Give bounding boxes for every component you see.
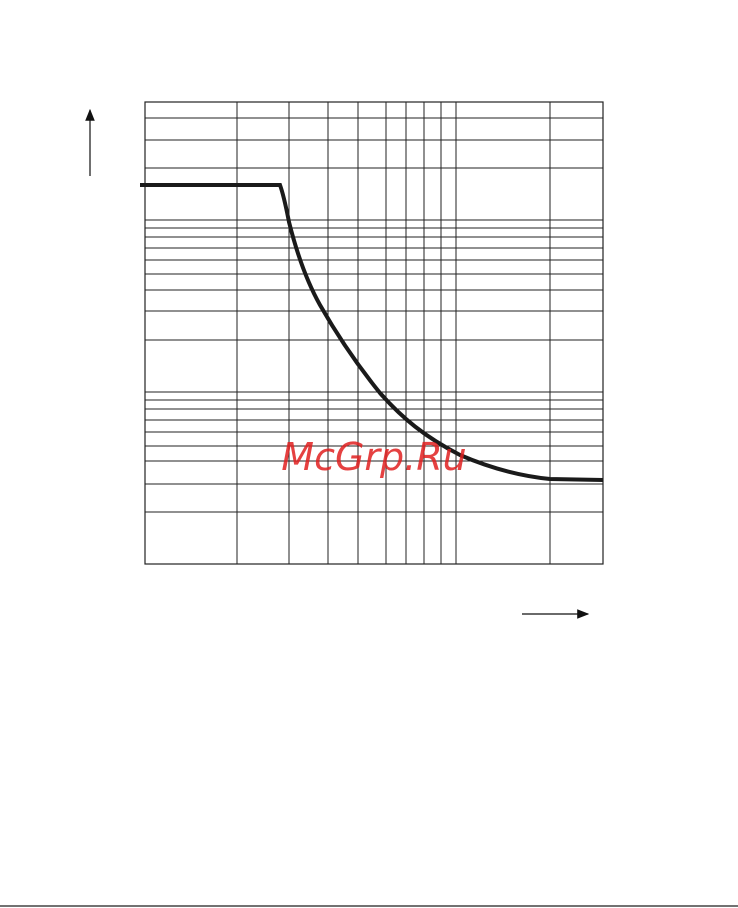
curve — [140, 183, 604, 482]
plot-frame — [144, 101, 604, 565]
log-grid — [144, 101, 604, 565]
watermark: McGrp.Ru — [281, 435, 466, 479]
